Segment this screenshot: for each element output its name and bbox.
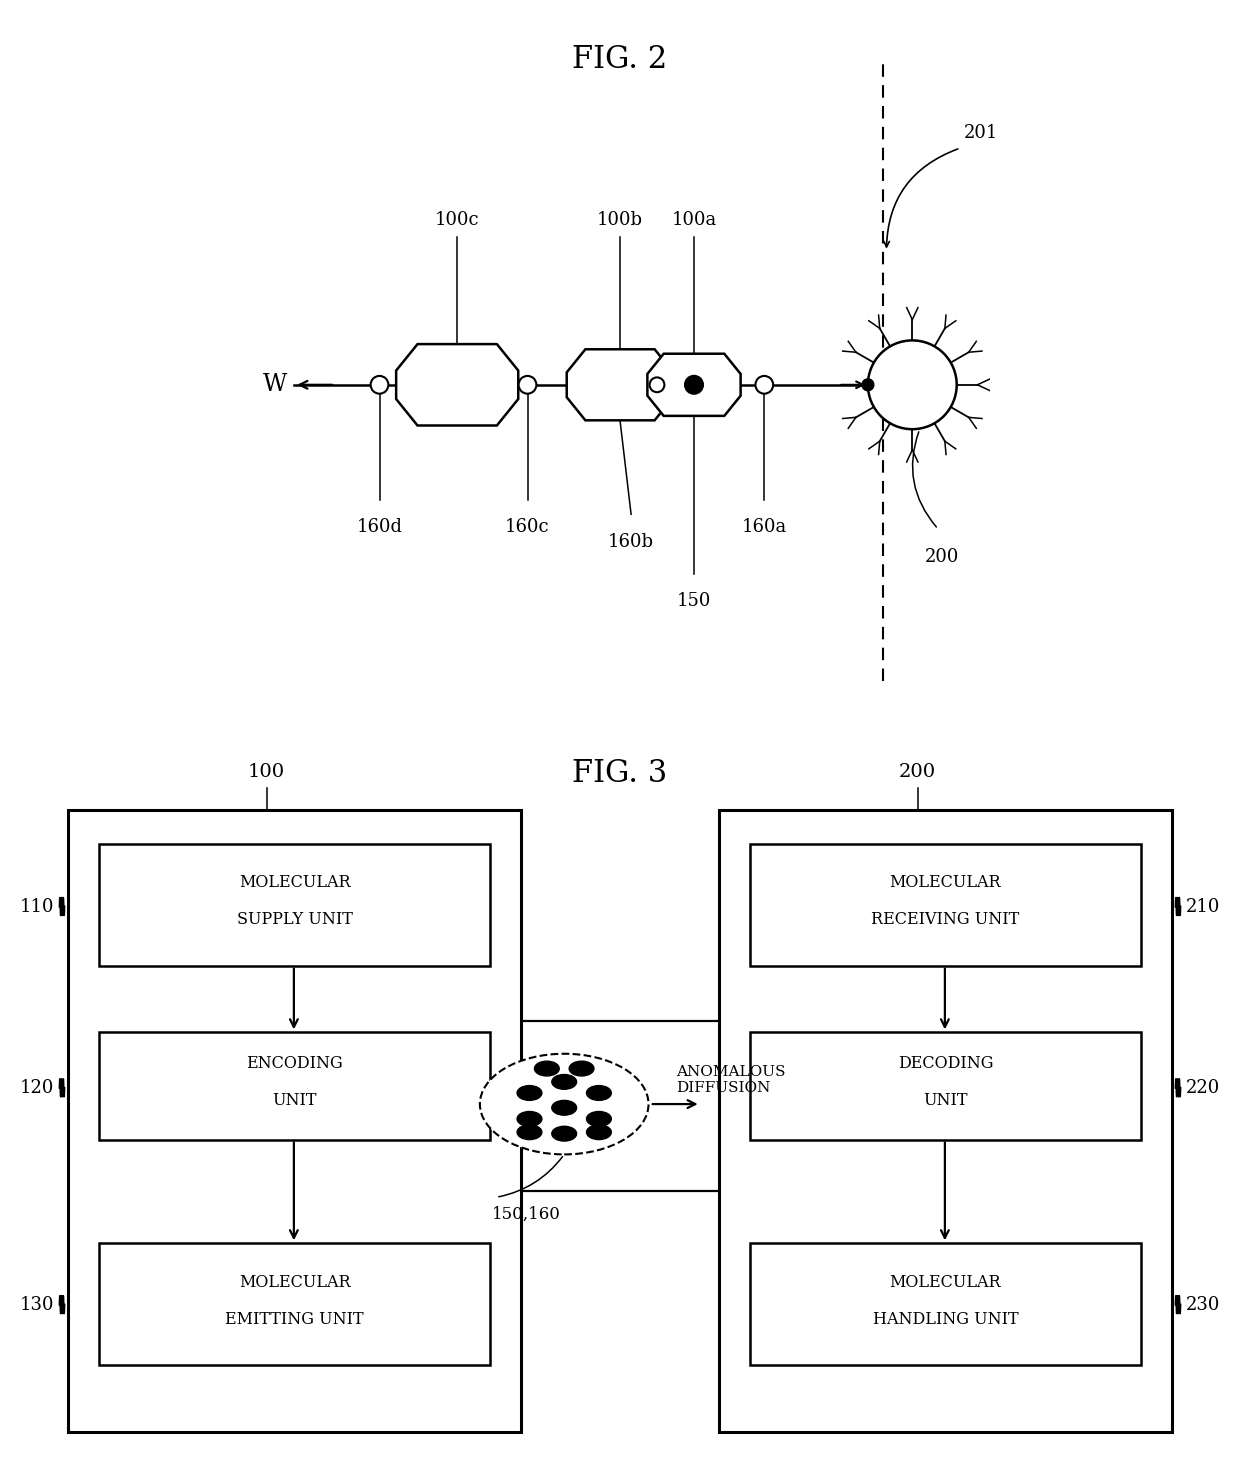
Text: FIG. 2: FIG. 2 — [573, 44, 667, 75]
Circle shape — [650, 377, 665, 392]
Circle shape — [552, 1074, 577, 1089]
Circle shape — [684, 376, 703, 394]
Text: DECODING: DECODING — [898, 1055, 993, 1072]
Text: ANOMALOUS: ANOMALOUS — [676, 1064, 785, 1079]
Circle shape — [868, 340, 957, 429]
Text: 100b: 100b — [596, 212, 644, 229]
Text: HANDLING UNIT: HANDLING UNIT — [873, 1311, 1018, 1328]
Text: 120: 120 — [20, 1079, 55, 1097]
Text: 160d: 160d — [357, 518, 403, 536]
Text: 200: 200 — [899, 762, 936, 780]
Text: RECEIVING UNIT: RECEIVING UNIT — [872, 912, 1019, 928]
Text: DIFFUSION: DIFFUSION — [676, 1080, 770, 1095]
Text: MOLECULAR: MOLECULAR — [889, 875, 1002, 891]
Polygon shape — [647, 354, 740, 416]
Circle shape — [534, 1061, 559, 1076]
Text: EMITTING UNIT: EMITTING UNIT — [226, 1311, 363, 1328]
Text: FIG. 3: FIG. 3 — [573, 758, 667, 789]
Circle shape — [517, 1085, 542, 1100]
Bar — [99, 1033, 490, 1140]
Circle shape — [587, 1111, 611, 1126]
Bar — [750, 1243, 1141, 1365]
Circle shape — [755, 376, 774, 394]
Circle shape — [552, 1101, 577, 1116]
Bar — [68, 810, 521, 1433]
Text: SUPPLY UNIT: SUPPLY UNIT — [237, 912, 352, 928]
Text: 100: 100 — [248, 762, 285, 780]
Circle shape — [569, 1061, 594, 1076]
Text: 220: 220 — [1185, 1079, 1220, 1097]
Bar — [750, 844, 1141, 966]
Circle shape — [480, 1054, 649, 1154]
Text: ENCODING: ENCODING — [246, 1055, 343, 1072]
Circle shape — [587, 1085, 611, 1100]
Polygon shape — [567, 349, 673, 420]
Text: UNIT: UNIT — [273, 1092, 316, 1109]
Text: 160a: 160a — [742, 518, 787, 536]
Text: 150,160: 150,160 — [492, 1206, 562, 1222]
Text: 160c: 160c — [505, 518, 549, 536]
Text: 201: 201 — [965, 124, 998, 142]
Circle shape — [517, 1111, 542, 1126]
Circle shape — [587, 1125, 611, 1140]
Text: 210: 210 — [1185, 897, 1220, 916]
Circle shape — [518, 376, 537, 394]
Circle shape — [517, 1125, 542, 1140]
Text: 160b: 160b — [608, 533, 655, 551]
Text: MOLECULAR: MOLECULAR — [238, 1274, 351, 1291]
Text: 110: 110 — [20, 897, 55, 916]
Text: MOLECULAR: MOLECULAR — [238, 875, 351, 891]
Text: MOLECULAR: MOLECULAR — [889, 1274, 1002, 1291]
Text: 150: 150 — [677, 592, 712, 610]
Bar — [99, 844, 490, 966]
Circle shape — [552, 1126, 577, 1141]
Text: W: W — [263, 373, 286, 397]
Text: 100c: 100c — [435, 212, 480, 229]
Bar — [99, 1243, 490, 1365]
Text: 100a: 100a — [671, 212, 717, 229]
Text: 200: 200 — [925, 548, 959, 565]
Circle shape — [371, 376, 388, 394]
Circle shape — [862, 379, 874, 391]
Text: 130: 130 — [20, 1295, 55, 1314]
Bar — [719, 810, 1172, 1433]
Text: 230: 230 — [1185, 1295, 1220, 1314]
Polygon shape — [396, 343, 518, 426]
Bar — [750, 1033, 1141, 1140]
Text: UNIT: UNIT — [924, 1092, 967, 1109]
